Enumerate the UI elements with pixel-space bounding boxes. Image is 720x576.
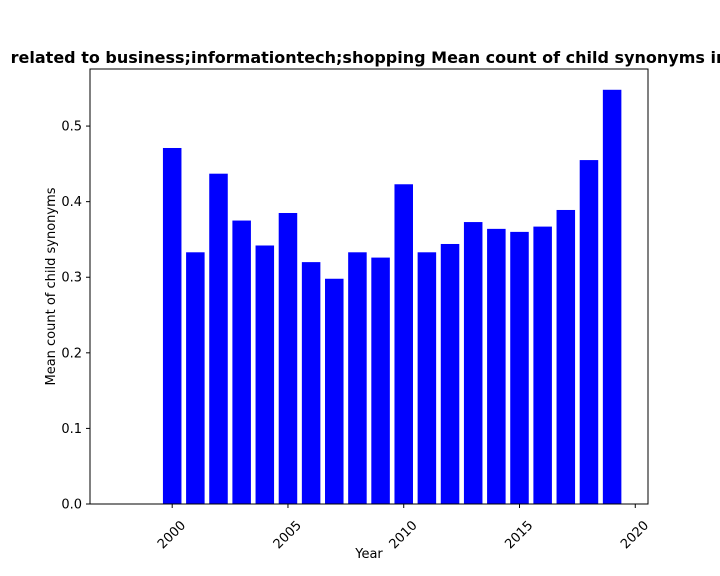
- y-axis-label: Mean count of child synonyms: [44, 187, 59, 385]
- x-tick-label: 2000: [155, 518, 189, 552]
- y-tick-label: 0.0: [61, 498, 82, 513]
- bar-2008: [348, 252, 367, 504]
- bar-2000: [162, 147, 182, 504]
- bar-2017: [556, 209, 576, 504]
- bar-2002: [209, 173, 228, 504]
- x-axis-ticks: 2000 2005 2010 2015 2020: [155, 504, 652, 552]
- y-axis-ticks: 0.0 0.1 0.2 0.3 0.4 0.5: [61, 120, 90, 513]
- y-tick-label: 0.2: [61, 346, 82, 361]
- bar-2005: [278, 212, 298, 504]
- x-tick-label: 2005: [271, 518, 305, 552]
- bar-2011: [417, 252, 437, 504]
- bar-2010: [394, 184, 413, 504]
- x-axis-label: Year: [354, 547, 383, 562]
- bar-2018: [579, 160, 599, 504]
- bar-2006: [301, 262, 321, 504]
- bar-2001: [186, 252, 205, 504]
- bar-2003: [232, 220, 251, 504]
- bar-2012: [440, 243, 460, 505]
- bar-2019: [602, 89, 622, 505]
- chart-title: related to business;informationtech;shop…: [11, 48, 720, 67]
- bar-2016: [533, 226, 552, 504]
- x-tick-label: 2020: [618, 518, 652, 552]
- bar-2013: [463, 222, 483, 504]
- x-tick-label: 2015: [502, 518, 536, 552]
- bar-2015: [510, 231, 529, 504]
- y-tick-label: 0.1: [61, 422, 82, 437]
- y-tick-label: 0.5: [61, 120, 82, 135]
- bar-2009: [371, 257, 390, 504]
- y-tick-label: 0.4: [61, 195, 82, 210]
- bar-2007: [325, 278, 344, 504]
- bar-2004: [255, 245, 275, 504]
- bar-2014: [487, 228, 506, 504]
- x-tick-label: 2010: [387, 518, 421, 552]
- bars-group: [162, 89, 622, 505]
- plot-frame: [89, 68, 649, 505]
- y-tick-label: 0.3: [61, 271, 82, 286]
